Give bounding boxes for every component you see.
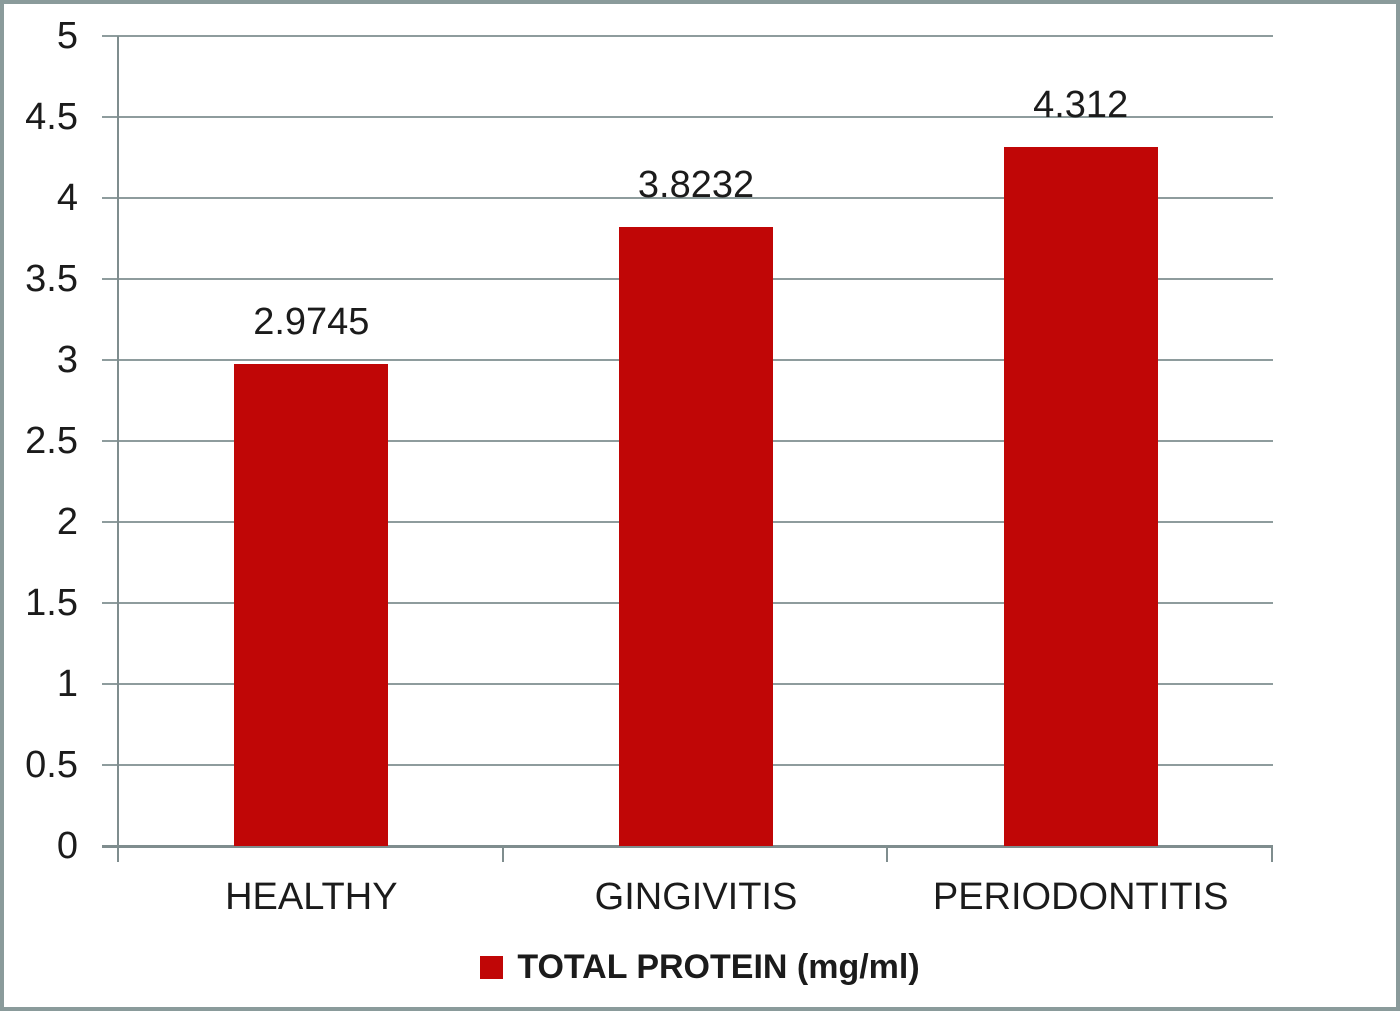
y-axis-tick-label: 2 [56,501,78,543]
bar-value-label: 3.8232 [637,163,755,206]
y-axis-tick-label: 1 [56,663,78,705]
bar-periodontitis [1003,147,1158,846]
bar-gingivitis [619,226,773,846]
category-label: HEALTHY [225,876,398,918]
y-axis-tick-label: 0.5 [25,744,78,786]
legend-red-square-icon [480,956,504,979]
legend-label: TOTAL PROTEIN (mg/ml) [517,948,920,986]
x-axis-tick-mark [886,846,889,862]
y-axis-tick-label: 4.5 [25,96,78,138]
y-grid-line [102,197,1273,199]
x-axis-tick-mark [117,846,119,862]
y-axis-tick-label: 5 [56,15,78,57]
bar-value-label: 2.9745 [253,301,370,344]
y-axis-tick-label: 3.5 [25,258,78,300]
y-grid-line [102,35,1273,37]
legend: TOTAL PROTEIN (mg/ml) [4,948,1396,987]
y-axis-tick-label: 1.5 [25,582,78,624]
y-axis-tick-label: 0 [56,825,78,867]
y-axis-line [117,36,119,862]
y-axis-tick-label: 2.5 [25,420,78,462]
x-axis-tick-mark [1271,846,1273,862]
x-axis-tick-mark [501,846,504,862]
y-axis-tick-label: 3 [56,339,78,381]
y-grid-line [102,116,1273,118]
category-label: PERIODONTITIS [932,876,1229,918]
bar-value-label: 4.312 [1033,84,1129,127]
y-axis-tick-label: 4 [56,177,78,219]
category-label: GINGIVITIS [594,876,798,918]
bar-healthy [234,364,389,846]
x-axis-line [102,845,1273,848]
